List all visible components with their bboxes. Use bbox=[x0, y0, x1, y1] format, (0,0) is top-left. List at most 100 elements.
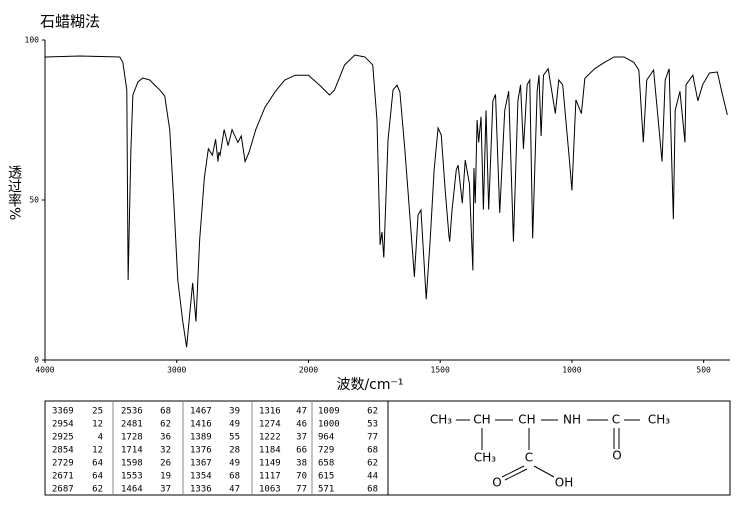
transmittance-cell: 62 bbox=[92, 485, 103, 495]
x-tick-label: 500 bbox=[696, 366, 711, 375]
wavenumber-cell: 1316 bbox=[259, 407, 281, 417]
atom-label: OH bbox=[555, 476, 573, 490]
transmittance-cell: 32 bbox=[160, 446, 171, 456]
wavenumber-cell: 1063 bbox=[259, 485, 281, 495]
transmittance-cell: 47 bbox=[296, 407, 307, 417]
wavenumber-cell: 2671 bbox=[52, 472, 74, 482]
atom-label: CH bbox=[518, 413, 535, 427]
transmittance-cell: 19 bbox=[160, 472, 171, 482]
transmittance-cell: 68 bbox=[367, 485, 378, 495]
transmittance-cell: 62 bbox=[367, 407, 378, 417]
x-tick-label: 4000 bbox=[35, 366, 54, 375]
transmittance-cell: 64 bbox=[92, 459, 103, 469]
wavenumber-cell: 1389 bbox=[190, 433, 212, 443]
transmittance-cell: 53 bbox=[367, 420, 378, 430]
x-tick-label: 1000 bbox=[562, 366, 581, 375]
wavenumber-cell: 1009 bbox=[318, 407, 340, 417]
wavenumber-cell: 1117 bbox=[259, 472, 281, 482]
atom-label: CH₃ bbox=[474, 451, 496, 465]
transmittance-cell: 38 bbox=[296, 459, 307, 469]
x-axis-label: 波数/cm⁻¹ bbox=[336, 377, 403, 393]
transmittance-cell: 49 bbox=[229, 459, 240, 469]
wavenumber-cell: 1714 bbox=[121, 446, 143, 456]
y-tick-label: 0 bbox=[34, 356, 39, 365]
transmittance-cell: 77 bbox=[367, 433, 378, 443]
atom-label: O bbox=[612, 449, 621, 463]
transmittance-cell: 26 bbox=[160, 459, 171, 469]
wavenumber-cell: 1184 bbox=[259, 446, 281, 456]
wavenumber-cell: 2854 bbox=[52, 446, 74, 456]
wavenumber-cell: 1464 bbox=[121, 485, 143, 495]
transmittance-cell: 46 bbox=[296, 420, 307, 430]
y-tick-label: 50 bbox=[29, 196, 39, 205]
atom-label: C bbox=[525, 451, 533, 465]
wavenumber-cell: 1553 bbox=[121, 472, 143, 482]
transmittance-cell: 70 bbox=[296, 472, 307, 482]
wavenumber-cell: 1274 bbox=[259, 420, 281, 430]
transmittance-cell: 62 bbox=[367, 459, 378, 469]
atom-label: O bbox=[492, 476, 501, 490]
bond bbox=[533, 465, 555, 478]
bond bbox=[501, 465, 525, 478]
spectrum-line bbox=[44, 54, 728, 348]
wavenumber-cell: 2954 bbox=[52, 420, 74, 430]
transmittance-cell: 12 bbox=[92, 446, 103, 456]
transmittance-cell: 64 bbox=[92, 472, 103, 482]
transmittance-cell: 36 bbox=[160, 433, 171, 443]
wavenumber-cell: 729 bbox=[318, 446, 334, 456]
wavenumber-cell: 964 bbox=[318, 433, 334, 443]
x-tick-label: 3000 bbox=[167, 366, 186, 375]
structure bbox=[456, 419, 640, 481]
wavenumber-cell: 2536 bbox=[121, 407, 143, 417]
atom-label: NH bbox=[563, 413, 581, 427]
wavenumber-cell: 658 bbox=[318, 459, 334, 469]
x-tick-label: 2000 bbox=[299, 366, 318, 375]
wavenumber-cell: 2481 bbox=[121, 420, 143, 430]
transmittance-cell: 66 bbox=[296, 446, 307, 456]
y-axis-label: 透过率% bbox=[6, 165, 22, 220]
wavenumber-cell: 1376 bbox=[190, 446, 212, 456]
atom-label: CH₃ bbox=[648, 413, 670, 427]
transmittance-cell: 37 bbox=[296, 433, 307, 443]
wavenumber-cell: 571 bbox=[318, 485, 334, 495]
wavenumber-cell: 1000 bbox=[318, 420, 340, 430]
wavenumber-cell: 1149 bbox=[259, 459, 281, 469]
bond bbox=[504, 468, 528, 481]
transmittance-cell: 4 bbox=[98, 433, 103, 443]
wavenumber-cell: 1728 bbox=[121, 433, 143, 443]
transmittance-cell: 68 bbox=[160, 407, 171, 417]
chart-title: 石蜡糊法 bbox=[40, 13, 100, 31]
wavenumber-cell: 1336 bbox=[190, 485, 212, 495]
wavenumber-cell: 2687 bbox=[52, 485, 74, 495]
wavenumber-cell: 615 bbox=[318, 472, 334, 482]
transmittance-cell: 12 bbox=[92, 420, 103, 430]
peak-table bbox=[44, 400, 731, 496]
transmittance-cell: 44 bbox=[367, 472, 378, 482]
wavenumber-cell: 3369 bbox=[52, 407, 74, 417]
wavenumber-cell: 1367 bbox=[190, 459, 212, 469]
transmittance-cell: 25 bbox=[92, 407, 103, 417]
wavenumber-cell: 2925 bbox=[52, 433, 74, 443]
wavenumber-cell: 1354 bbox=[190, 472, 212, 482]
transmittance-cell: 62 bbox=[160, 420, 171, 430]
wavenumber-cell: 1416 bbox=[190, 420, 212, 430]
transmittance-cell: 28 bbox=[229, 446, 240, 456]
transmittance-cell: 39 bbox=[229, 407, 240, 417]
transmittance-cell: 49 bbox=[229, 420, 240, 430]
wavenumber-cell: 2729 bbox=[52, 459, 74, 469]
y-tick-label: 100 bbox=[25, 36, 40, 45]
transmittance-cell: 37 bbox=[160, 485, 171, 495]
transmittance-cell: 47 bbox=[229, 485, 240, 495]
transmittance-cell: 68 bbox=[367, 446, 378, 456]
transmittance-cell: 77 bbox=[296, 485, 307, 495]
atom-label: CH₃ bbox=[430, 413, 452, 427]
atom-label: CH bbox=[473, 413, 490, 427]
transmittance-cell: 55 bbox=[229, 433, 240, 443]
transmittance-cell: 68 bbox=[229, 472, 240, 482]
wavenumber-cell: 1598 bbox=[121, 459, 143, 469]
atom-label: C bbox=[612, 413, 620, 427]
wavenumber-cell: 1222 bbox=[259, 433, 281, 443]
wavenumber-cell: 1467 bbox=[190, 407, 212, 417]
x-tick-label: 1500 bbox=[431, 366, 450, 375]
